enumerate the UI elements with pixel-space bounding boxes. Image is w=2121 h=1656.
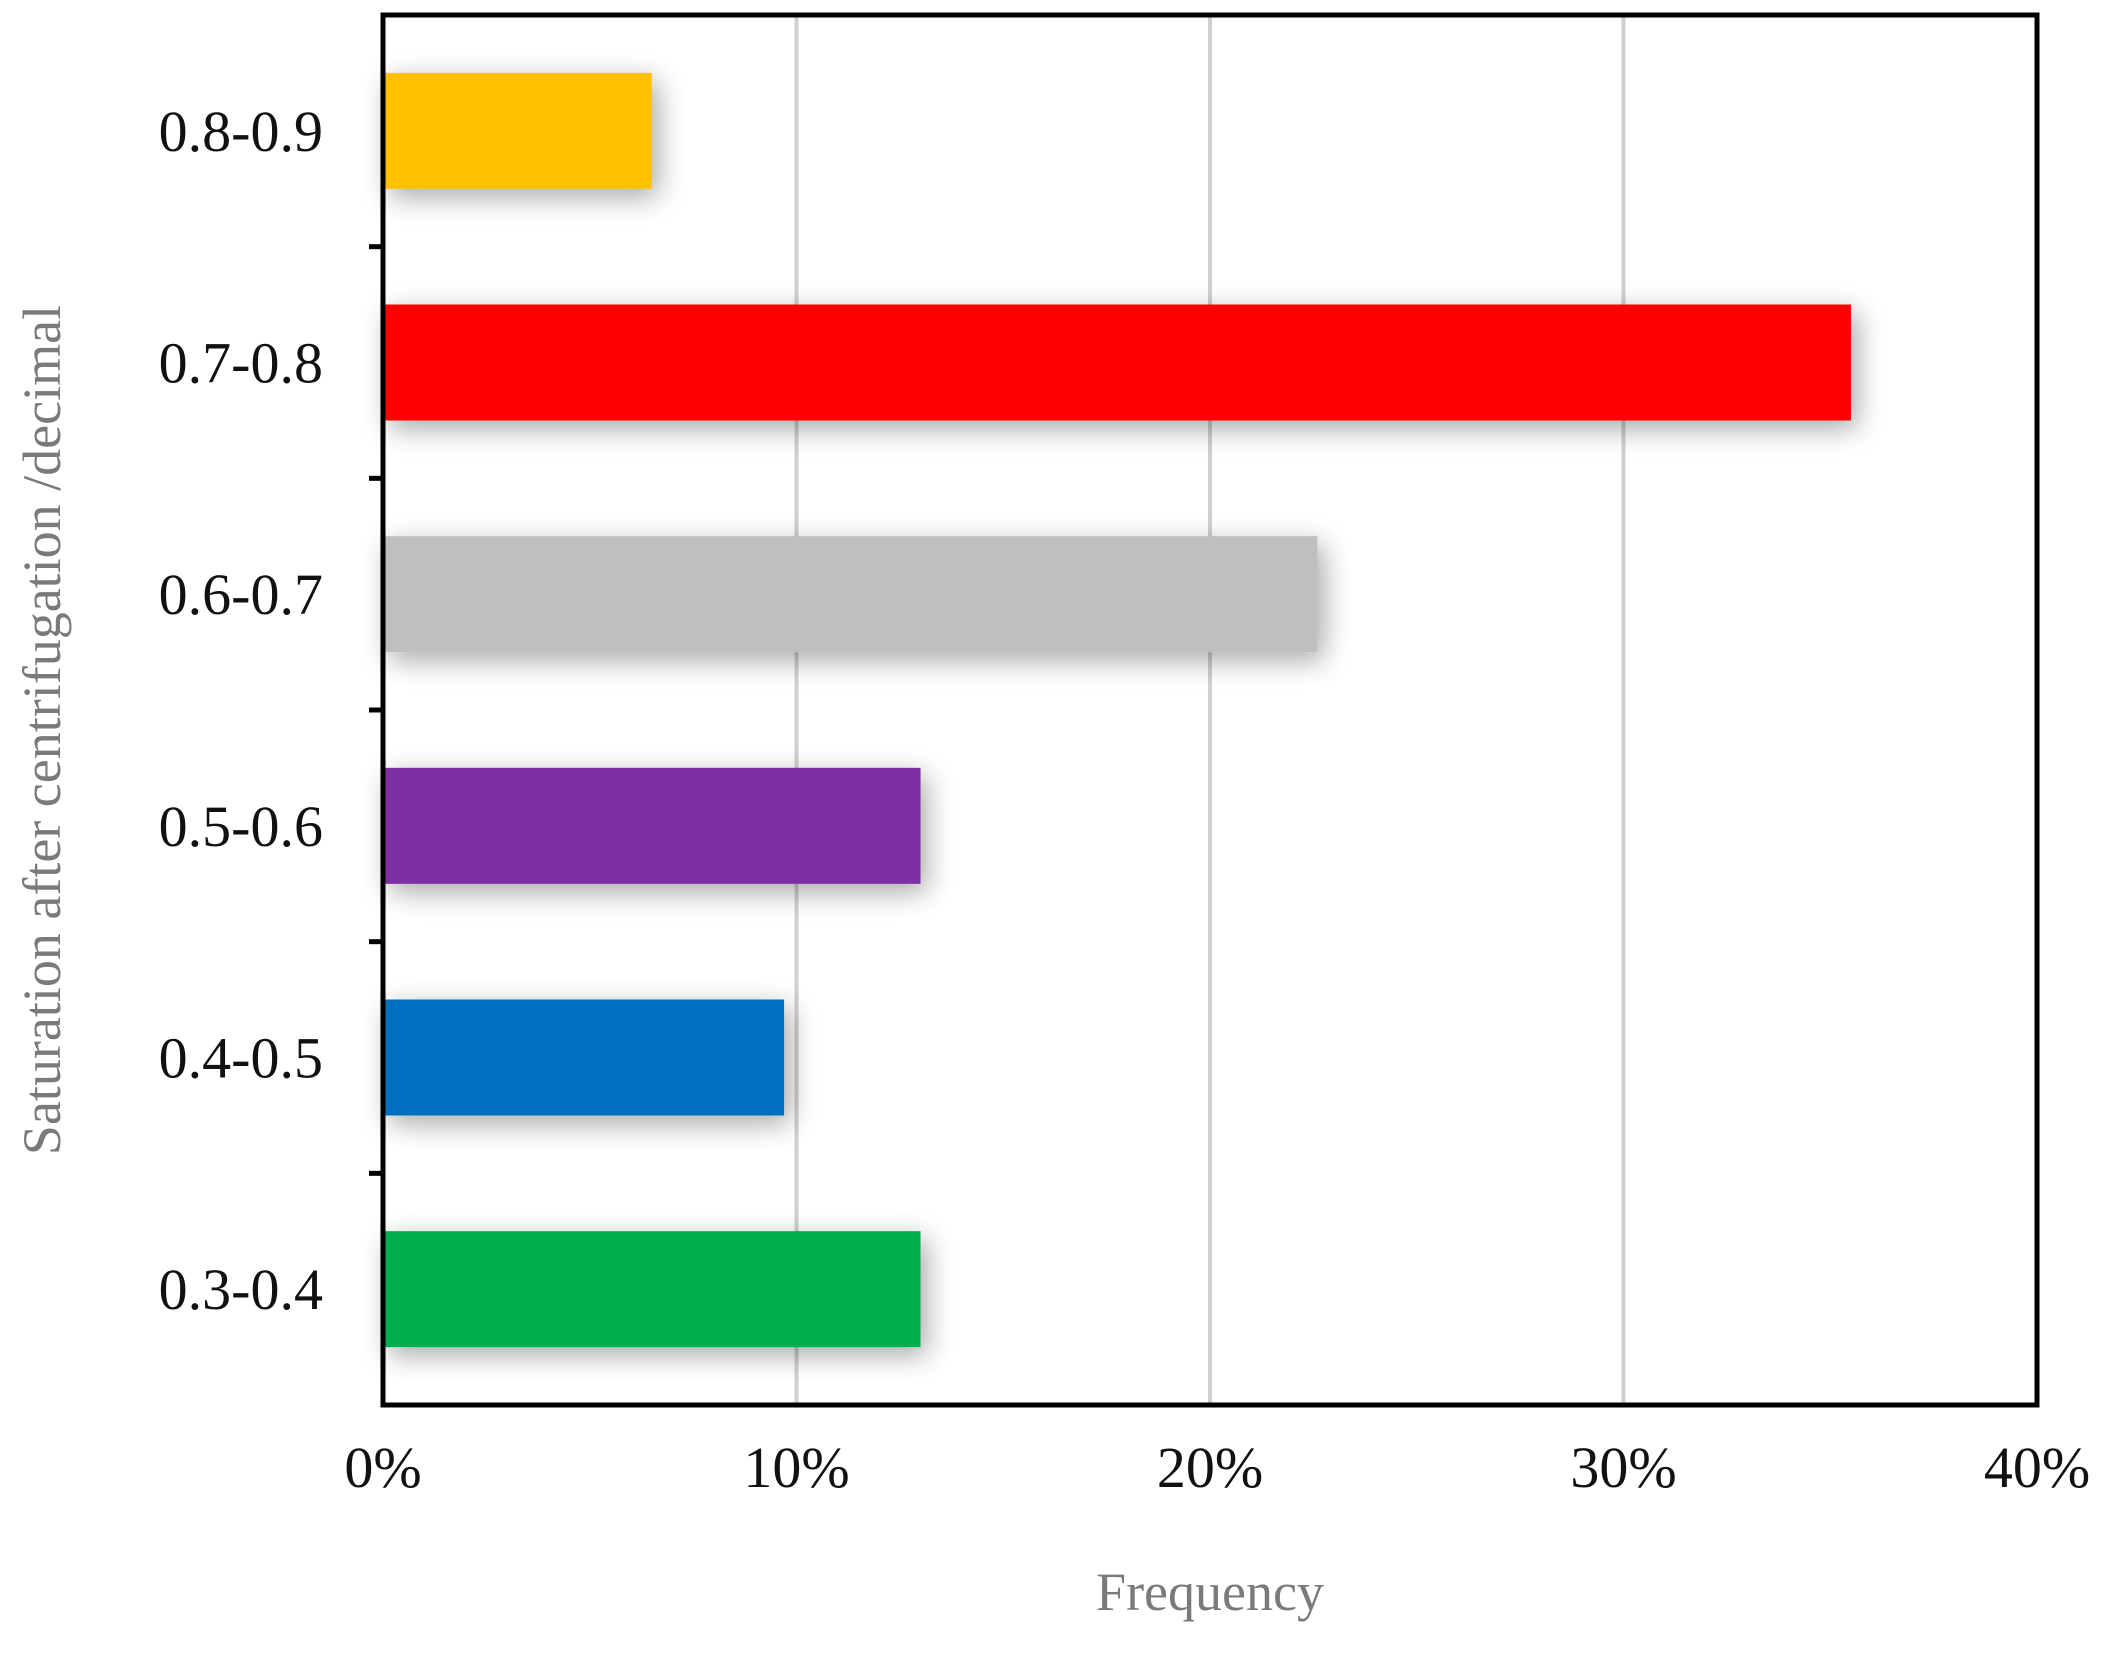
bar-0.7-0.8: [383, 304, 1851, 421]
x-tick-label: 30%: [1570, 1435, 1676, 1500]
bars: [383, 72, 1851, 1348]
y-tick-label: 0.6-0.7: [159, 562, 323, 627]
bar-0.8-0.9: [383, 72, 652, 189]
axis-ticks: [369, 244, 383, 1176]
y-tick-label: 0.7-0.8: [159, 331, 323, 396]
gridlines: [794, 15, 1626, 1405]
y-tick-label: 0.4-0.5: [159, 1026, 323, 1091]
y-axis-title: Saturation after centrifugation /decimal: [12, 305, 72, 1155]
x-tick-label: 0%: [344, 1435, 421, 1500]
x-axis-title: Frequency: [1096, 1562, 1324, 1622]
bar-0.6-0.7: [383, 536, 1318, 653]
x-tick-label: 10%: [743, 1435, 849, 1500]
bar-0.4-0.5: [383, 999, 785, 1116]
y-tick-label: 0.8-0.9: [159, 99, 323, 164]
bar-0.3-0.4: [383, 1231, 921, 1348]
y-tick-label: 0.5-0.6: [159, 794, 323, 859]
x-tick-label: 20%: [1157, 1435, 1263, 1500]
bar-0.5-0.6: [383, 767, 921, 884]
x-tick-label: 40%: [1984, 1435, 2090, 1500]
tick-labels: 0.3-0.4 0.4-0.5 0.5-0.6 0.6-0.7 0.7-0.8 0.8-0…: [159, 99, 2090, 1500]
y-tick-label: 0.3-0.4: [159, 1257, 323, 1322]
